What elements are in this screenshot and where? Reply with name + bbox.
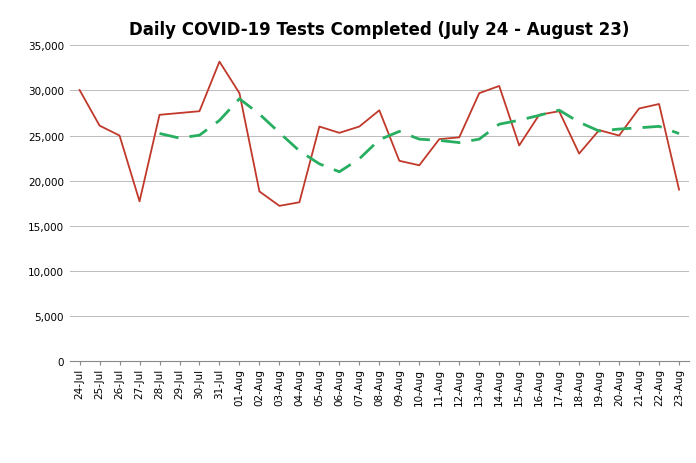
Title: Daily COVID-19 Tests Completed (July 24 - August 23): Daily COVID-19 Tests Completed (July 24 …	[129, 21, 629, 39]
